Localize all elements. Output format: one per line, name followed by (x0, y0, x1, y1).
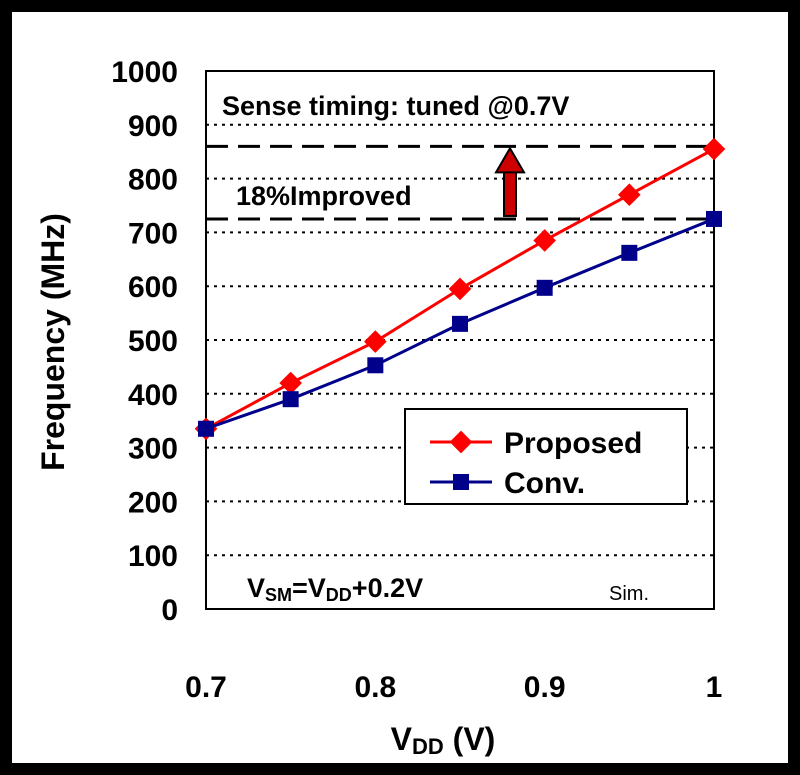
y-tick-label-2: 200 (128, 486, 178, 519)
y-tick-label-7: 700 (128, 217, 178, 250)
vsm-part-dd: DD (326, 585, 352, 605)
plot-area (205, 70, 715, 610)
y-tick-label-6: 600 (128, 271, 178, 304)
sim-annotation: Sim. (609, 583, 649, 605)
y-tick-labels: 0 100 200 300 400 500 600 700 800 900 1000 (111, 56, 178, 627)
legend-box (404, 408, 688, 505)
legend-marker-conv (453, 474, 469, 490)
arrow-head (494, 146, 526, 174)
x-tick-label-1: 0.8 (354, 671, 396, 704)
x-axis-label-main: V (391, 721, 413, 757)
x-axis-label-sub: DD (412, 734, 444, 759)
point-conv-0 (198, 420, 214, 437)
vsm-part-eqv: =V (292, 573, 326, 603)
point-conv-6 (706, 210, 722, 227)
legend-marker-proposed (449, 430, 473, 454)
x-tick-labels: 0.7 0.8 0.9 1 (185, 671, 722, 704)
sense-timing-annotation: Sense timing: tuned @0.7V (222, 91, 569, 121)
vsm-part-sm: SM (265, 585, 292, 605)
point-proposed-1 (279, 371, 302, 395)
point-conv-4 (536, 279, 553, 296)
y-tick-label-0: 0 (161, 594, 178, 627)
y-tick-label-9: 900 (128, 110, 178, 143)
reference-lines (206, 144, 714, 221)
x-tick-label-2: 0.9 (524, 671, 566, 704)
x-axis-label-rest: (V) (444, 721, 496, 757)
vsm-part-v: V (247, 573, 265, 603)
point-conv-2 (367, 357, 384, 374)
y-tick-label-1: 100 (128, 540, 178, 573)
legend-label-conv: Conv. (504, 467, 585, 500)
x-tick-label-3: 1 (706, 671, 723, 704)
point-conv-1 (282, 391, 299, 408)
chart-frame: 0 100 200 300 400 500 600 700 800 900 1000 0.7 0.8 0… (12, 12, 788, 763)
y-tick-label-10: 1000 (111, 56, 178, 89)
arrow-shaft (503, 169, 517, 217)
vsm-part-rest: +0.2V (352, 573, 423, 603)
point-proposed-3 (448, 277, 472, 301)
y-tick-label-3: 300 (128, 433, 178, 466)
x-tick-label-0: 0.7 (185, 671, 227, 704)
legend: Proposed Conv. (404, 408, 688, 505)
y-tick-label-8: 800 (128, 164, 178, 197)
x-axis-label: VDD (V) (391, 721, 496, 759)
improvement-arrow (494, 146, 526, 217)
point-conv-3 (452, 315, 468, 332)
vsm-annotation: VSM=VDD+0.2V (247, 573, 423, 605)
y-tick-label-5: 500 (128, 325, 178, 358)
y-axis-label: Frequency (MHz) (35, 213, 71, 471)
improved-annotation: 18%Improved (236, 181, 412, 211)
y-tick-label-4: 400 (128, 379, 178, 412)
point-proposed-2 (364, 330, 387, 353)
legend-label-proposed: Proposed (504, 427, 642, 460)
point-conv-5 (621, 244, 638, 261)
